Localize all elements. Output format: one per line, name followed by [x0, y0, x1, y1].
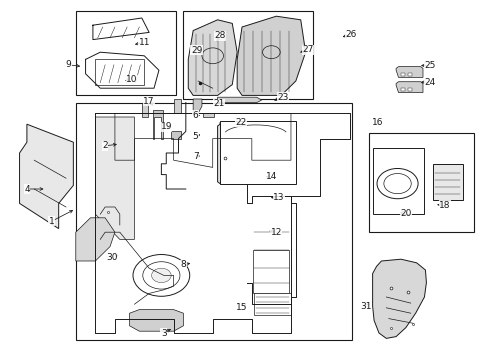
- Text: 7: 7: [192, 152, 198, 161]
- Text: 26: 26: [345, 30, 356, 39]
- Text: 1: 1: [48, 217, 54, 226]
- Polygon shape: [395, 82, 422, 93]
- Text: 16: 16: [371, 118, 383, 127]
- Bar: [76, 103, 351, 340]
- Bar: [432, 164, 462, 200]
- Text: 17: 17: [143, 97, 155, 106]
- Text: 9: 9: [65, 60, 71, 69]
- Polygon shape: [237, 16, 305, 95]
- Polygon shape: [217, 122, 293, 184]
- Polygon shape: [153, 110, 163, 139]
- Bar: [76, 11, 176, 95]
- Text: 12: 12: [270, 228, 282, 237]
- Bar: [368, 133, 473, 232]
- Polygon shape: [217, 97, 261, 103]
- Text: 30: 30: [106, 253, 118, 262]
- Polygon shape: [171, 131, 181, 139]
- Polygon shape: [142, 103, 148, 117]
- Bar: [400, 88, 404, 91]
- Polygon shape: [188, 20, 237, 95]
- Bar: [95, 59, 144, 85]
- Bar: [183, 11, 312, 99]
- Polygon shape: [20, 124, 73, 229]
- Text: 19: 19: [160, 122, 172, 131]
- Text: 14: 14: [265, 172, 277, 181]
- Text: 28: 28: [214, 31, 225, 40]
- Text: 15: 15: [236, 303, 247, 312]
- Text: 31: 31: [359, 302, 371, 311]
- Bar: [372, 148, 424, 214]
- Polygon shape: [76, 218, 115, 261]
- Text: 25: 25: [424, 61, 435, 70]
- Text: 24: 24: [424, 77, 435, 86]
- Text: 21: 21: [213, 99, 224, 108]
- Bar: [220, 121, 295, 184]
- Polygon shape: [395, 67, 422, 77]
- Polygon shape: [173, 99, 181, 113]
- Bar: [407, 88, 411, 91]
- Bar: [407, 73, 411, 76]
- Bar: [400, 73, 404, 76]
- Text: 11: 11: [138, 38, 150, 47]
- Bar: [252, 250, 289, 293]
- Bar: [254, 293, 290, 315]
- Text: 22: 22: [234, 118, 246, 127]
- Polygon shape: [95, 117, 134, 239]
- Text: 2: 2: [102, 141, 108, 150]
- Text: 18: 18: [438, 201, 450, 210]
- Bar: [203, 113, 213, 117]
- Text: 27: 27: [302, 45, 313, 54]
- Polygon shape: [372, 259, 426, 338]
- Text: 5: 5: [192, 132, 198, 141]
- Polygon shape: [129, 310, 183, 331]
- Polygon shape: [193, 99, 202, 113]
- Text: 23: 23: [276, 93, 288, 102]
- Text: 6: 6: [192, 111, 198, 120]
- Text: 10: 10: [126, 76, 138, 85]
- Text: 3: 3: [161, 328, 166, 338]
- Text: 13: 13: [272, 194, 284, 202]
- Circle shape: [151, 268, 171, 283]
- Text: 20: 20: [399, 209, 411, 217]
- Text: 8: 8: [180, 260, 186, 269]
- Text: 29: 29: [190, 46, 202, 55]
- Text: 4: 4: [24, 184, 30, 194]
